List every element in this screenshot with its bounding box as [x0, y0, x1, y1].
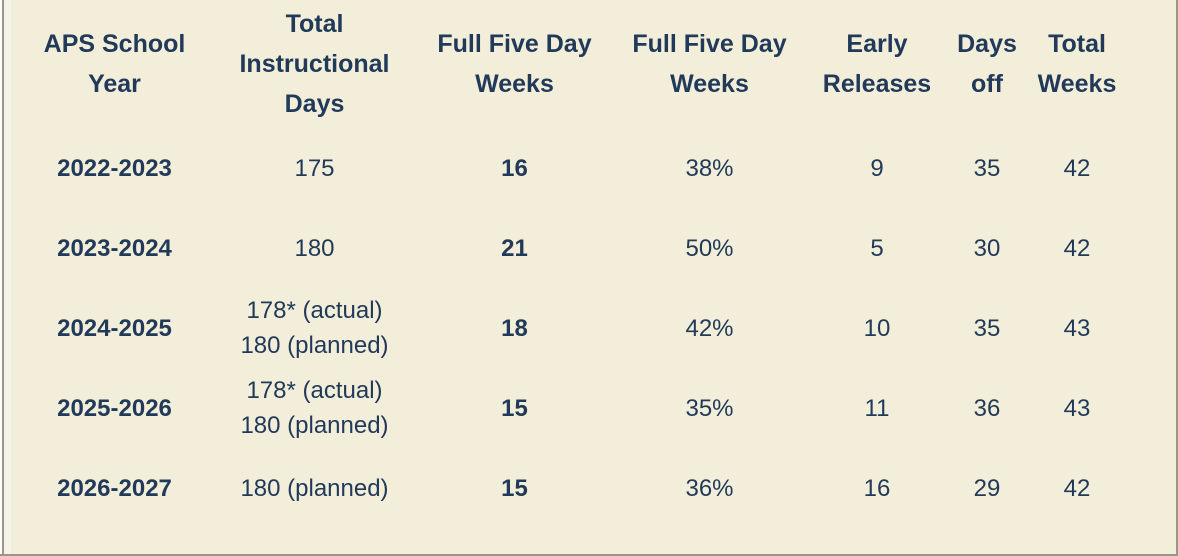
table-row: 2025-2026 178* (actual) 180 (planned) 15… — [12, 368, 1132, 448]
left-edge-white-strip — [0, 0, 2, 556]
cell-days-off: 35 — [973, 314, 1001, 342]
cell-instructional-days: 178* (actual) 180 (planned) — [240, 297, 389, 359]
cell-school-year: 2026-2027 — [57, 474, 172, 502]
cell-total-weeks: 42 — [1063, 234, 1091, 262]
cell-instructional-days: 175 — [294, 154, 335, 182]
cell-school-year: 2023-2024 — [57, 234, 172, 262]
bottom-border-line — [0, 554, 1178, 556]
left-border-line — [2, 0, 4, 556]
cell-total-weeks: 43 — [1063, 394, 1091, 422]
col-header-full-five-day-weeks: Full Five Day Weeks — [437, 30, 592, 98]
cell-early-releases: 10 — [863, 314, 891, 342]
school-year-schedule-table: APS School Year Total Instructional Days… — [12, 0, 1132, 528]
col-header-days-off: Days off — [957, 30, 1017, 98]
cell-days-off: 36 — [973, 394, 1001, 422]
cell-full-five-day-weeks: 15 — [501, 394, 528, 422]
cell-full-five-day-weeks-pct: 42% — [685, 314, 734, 342]
col-header-early-releases: Early Releases — [822, 30, 932, 98]
cell-full-five-day-weeks: 18 — [501, 314, 528, 342]
left-edge-light-strip — [4, 0, 11, 556]
cell-early-releases: 5 — [870, 234, 884, 262]
cell-early-releases: 11 — [864, 394, 890, 422]
cell-days-off: 35 — [973, 154, 1001, 182]
cell-full-five-day-weeks-pct: 38% — [685, 154, 734, 182]
col-header-instructional-days: Total Instructional Days — [239, 10, 390, 118]
table-row: 2023-2024 180 21 50% 5 30 42 — [12, 208, 1132, 288]
cell-days-off: 29 — [973, 474, 1001, 502]
cell-early-releases: 9 — [870, 154, 884, 182]
table-row: 2026-2027 180 (planned) 15 36% 16 29 42 — [12, 448, 1132, 528]
col-header-full-five-day-weeks-pct: Full Five Day Weeks — [632, 30, 787, 98]
header-row: APS School Year Total Instructional Days… — [12, 0, 1132, 128]
cell-school-year: 2024-2025 — [57, 314, 172, 342]
table-row: 2024-2025 178* (actual) 180 (planned) 18… — [12, 288, 1132, 368]
col-header-school-year: APS School Year — [43, 30, 186, 98]
cell-full-five-day-weeks-pct: 35% — [685, 394, 734, 422]
right-border-line — [1176, 0, 1178, 556]
cell-full-five-day-weeks: 16 — [501, 154, 528, 182]
cell-school-year: 2025-2026 — [57, 394, 172, 422]
cell-days-off: 30 — [973, 234, 1001, 262]
cell-total-weeks: 42 — [1063, 154, 1091, 182]
cell-instructional-days: 180 — [294, 234, 335, 262]
cell-full-five-day-weeks-pct: 36% — [685, 474, 734, 502]
cell-total-weeks: 43 — [1063, 314, 1091, 342]
cell-full-five-day-weeks: 15 — [501, 474, 528, 502]
cell-full-five-day-weeks: 21 — [501, 234, 528, 262]
cell-early-releases: 16 — [863, 474, 891, 502]
cell-instructional-days: 178* (actual) 180 (planned) — [240, 377, 389, 439]
cell-total-weeks: 42 — [1063, 474, 1091, 502]
table-row: 2022-2023 175 16 38% 9 35 42 — [12, 128, 1132, 208]
col-header-total-weeks: Total Weeks — [1037, 30, 1117, 98]
cell-school-year: 2022-2023 — [57, 154, 172, 182]
cell-full-five-day-weeks-pct: 50% — [685, 234, 734, 262]
cell-instructional-days: 180 (planned) — [240, 474, 389, 502]
